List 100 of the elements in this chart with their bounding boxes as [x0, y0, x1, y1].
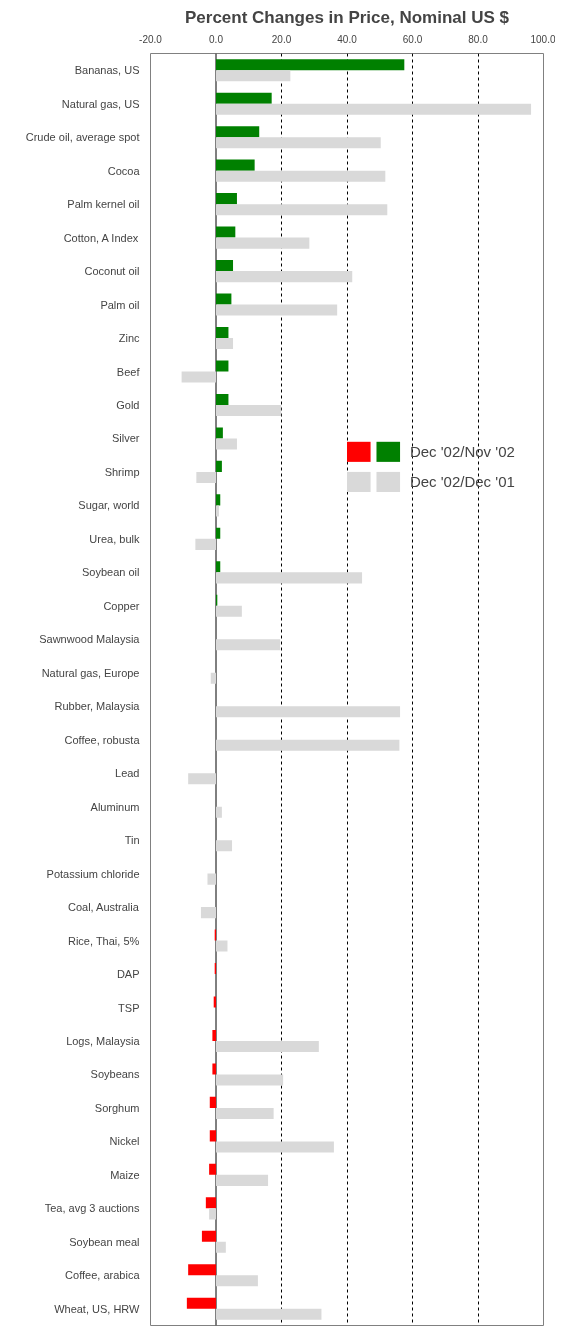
bar	[216, 1241, 226, 1253]
bar	[216, 427, 223, 439]
bar	[216, 70, 291, 82]
bar	[213, 996, 216, 1008]
bar	[216, 338, 234, 350]
y-tick-label: Shrimp	[104, 465, 140, 478]
bar	[216, 572, 363, 584]
bar	[205, 1197, 216, 1209]
bar	[216, 1074, 284, 1086]
x-tick-label: 0.0	[209, 33, 224, 45]
bar	[216, 806, 222, 818]
x-tick-label: 80.0	[468, 33, 489, 45]
bar	[216, 706, 401, 718]
bar	[209, 1163, 216, 1175]
y-tick-label: Cocoa	[107, 164, 141, 177]
bar	[216, 460, 222, 472]
y-tick-label: Beef	[116, 365, 141, 378]
bar	[216, 393, 229, 405]
bar	[216, 304, 338, 316]
bar	[216, 840, 233, 852]
bar	[195, 538, 216, 550]
y-tick-label: Tea, avg 3 auctions	[44, 1202, 140, 1215]
y-tick-label: Aluminum	[90, 800, 140, 813]
y-tick-label: Coconut oil	[84, 265, 140, 278]
bar	[216, 1174, 269, 1186]
bar	[196, 471, 216, 483]
y-tick-label: Wheat, US, HRW	[54, 1302, 141, 1315]
y-tick-label: Coffee, robusta	[64, 733, 141, 746]
bar	[216, 293, 232, 305]
bar	[209, 1130, 216, 1142]
bar	[216, 404, 282, 417]
y-tick-label: Tin	[124, 834, 140, 847]
y-tick-label: Lead	[115, 767, 140, 780]
y-tick-label: Potassium chloride	[46, 867, 140, 880]
bar	[216, 1275, 258, 1287]
bar	[216, 260, 234, 272]
bar	[216, 226, 236, 238]
y-tick-label: Crude oil, average spot	[25, 131, 140, 144]
bar	[216, 639, 281, 651]
bar	[207, 873, 216, 885]
y-tick-label: Soybean meal	[69, 1235, 140, 1248]
y-tick-label: DAP	[116, 968, 140, 981]
bar	[216, 193, 237, 205]
x-tick-label: 20.0	[271, 33, 292, 45]
y-tick-label: Sorghum	[94, 1101, 140, 1114]
x-tick-label: 100.0	[530, 33, 556, 45]
bar	[210, 672, 216, 684]
bar	[216, 326, 229, 339]
bar	[188, 773, 216, 785]
y-tick-label: Nickel	[109, 1135, 140, 1148]
legend-label: Dec '02/Dec '01	[409, 473, 515, 491]
y-tick-label: Logs, Malaysia	[66, 1034, 141, 1047]
y-tick-label: Maize	[110, 1168, 140, 1181]
bar	[212, 1029, 216, 1041]
bar	[216, 1308, 322, 1320]
y-tick-label: Coal, Australia	[67, 901, 140, 914]
bar	[216, 1141, 334, 1153]
bar	[216, 170, 386, 182]
bar	[186, 1297, 216, 1309]
y-tick-label: Natural gas, US	[61, 97, 140, 110]
y-tick-label: Zinc	[118, 332, 140, 345]
y-tick-label: Bananas, US	[74, 64, 140, 77]
bar	[209, 1208, 216, 1220]
bar	[216, 137, 381, 149]
bar	[216, 438, 237, 450]
bar	[216, 271, 353, 283]
y-tick-label: Coffee, arabica	[65, 1269, 141, 1282]
bar	[216, 204, 388, 216]
bar	[201, 1230, 216, 1242]
bar	[216, 237, 310, 249]
x-tick-label: 40.0	[337, 33, 358, 45]
bar	[212, 1063, 216, 1075]
y-tick-label: Cotton, A Index	[63, 231, 139, 244]
bar	[216, 126, 260, 138]
bar	[216, 59, 405, 71]
y-tick-label: Copper	[103, 599, 140, 612]
y-tick-label: Natural gas, Europe	[41, 666, 140, 679]
bar	[216, 360, 229, 372]
bar	[216, 505, 219, 517]
y-tick-label: Soybeans	[90, 1068, 140, 1081]
bar	[216, 739, 400, 751]
y-tick-label: Silver	[111, 432, 140, 445]
y-tick-label: Sugar, world	[78, 499, 140, 512]
bar	[216, 561, 221, 573]
x-tick-label: 60.0	[402, 33, 423, 45]
y-tick-label: Rice, Thai, 5%	[67, 934, 140, 947]
y-tick-label: Soybean oil	[82, 566, 140, 579]
bar	[188, 1264, 216, 1276]
y-tick-label: Urea, bulk	[89, 532, 140, 545]
bar	[216, 494, 221, 506]
bar	[181, 371, 216, 383]
y-tick-label: Palm kernel oil	[67, 198, 140, 211]
chart-title: Percent Changes in Price, Nominal US $	[184, 7, 510, 27]
bar	[216, 1040, 319, 1053]
legend-label: Dec '02/Nov '02	[409, 443, 515, 461]
y-tick-label: Sawnwood Malaysia	[39, 633, 141, 646]
bar	[216, 605, 242, 617]
y-tick-label: TSP	[118, 1001, 140, 1014]
bar	[216, 527, 221, 539]
x-tick-label: -20.0	[139, 33, 163, 45]
